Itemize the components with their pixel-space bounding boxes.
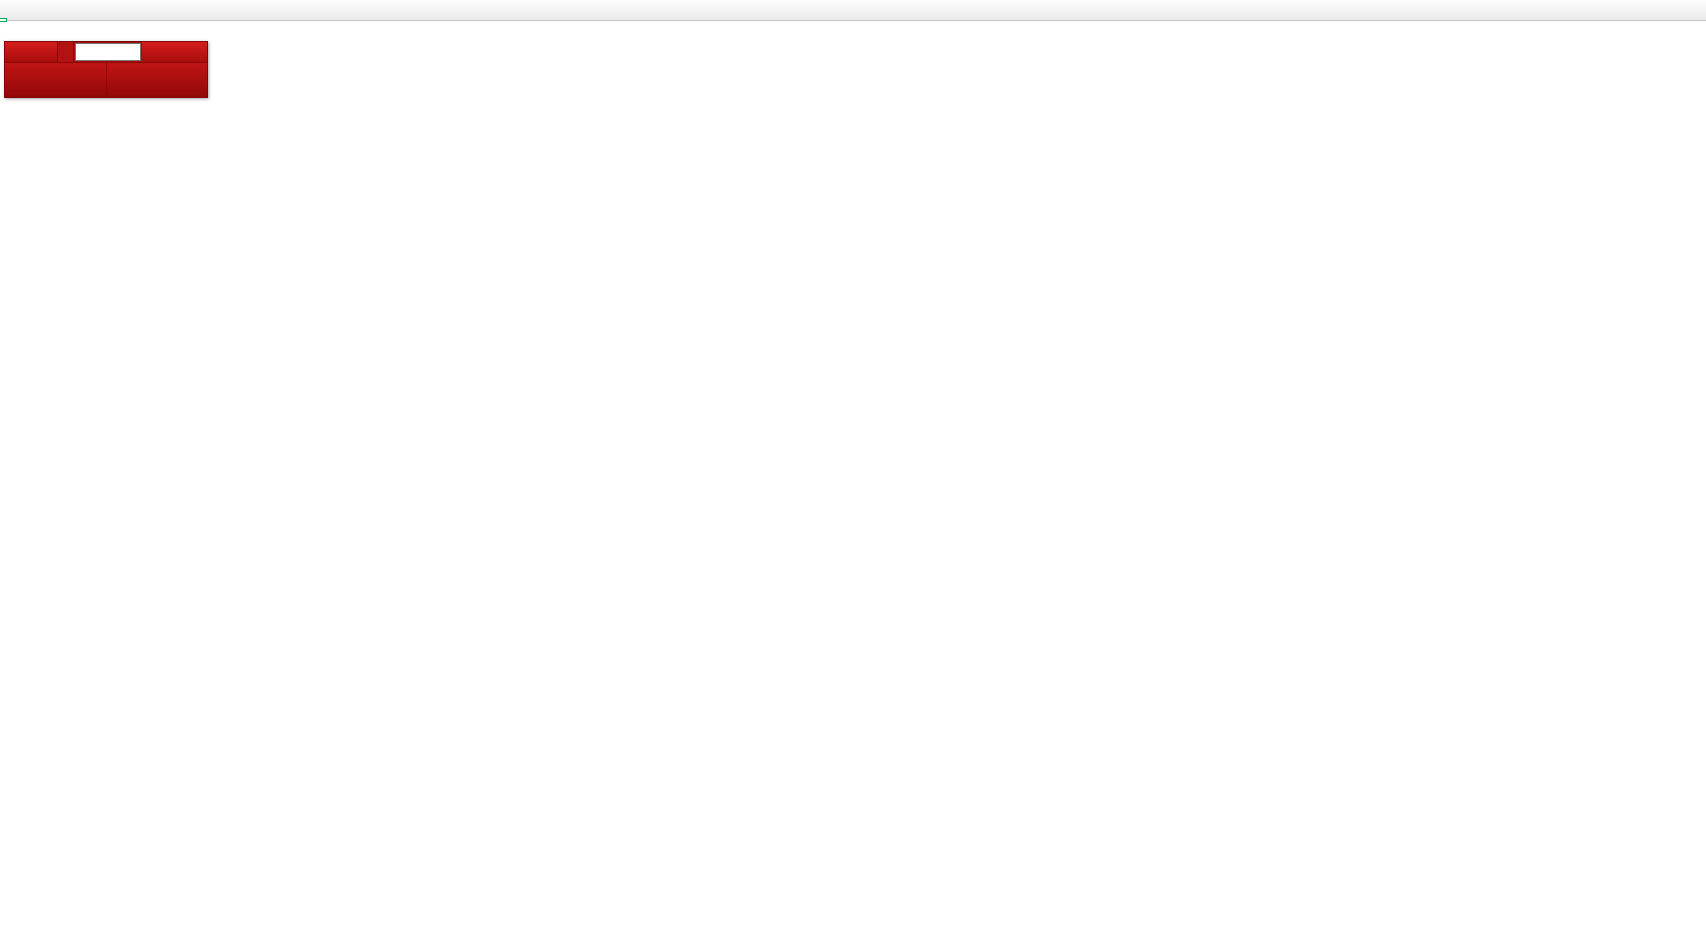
volume-input[interactable] bbox=[75, 43, 141, 61]
sell-button[interactable] bbox=[5, 42, 57, 62]
sell-price[interactable] bbox=[5, 63, 106, 97]
buy-button[interactable] bbox=[142, 42, 207, 62]
symbol-header bbox=[16, 23, 51, 35]
turning-point-annotation[interactable] bbox=[0, 18, 7, 22]
chart-area[interactable] bbox=[0, 18, 1706, 939]
rsi-label bbox=[8, 730, 14, 742]
macd-label bbox=[8, 565, 20, 577]
one-click-trading-panel bbox=[4, 41, 208, 98]
main-toolbar bbox=[0, 0, 1706, 21]
order-type-dropdown[interactable] bbox=[57, 42, 74, 62]
buy-price[interactable] bbox=[105, 63, 207, 97]
